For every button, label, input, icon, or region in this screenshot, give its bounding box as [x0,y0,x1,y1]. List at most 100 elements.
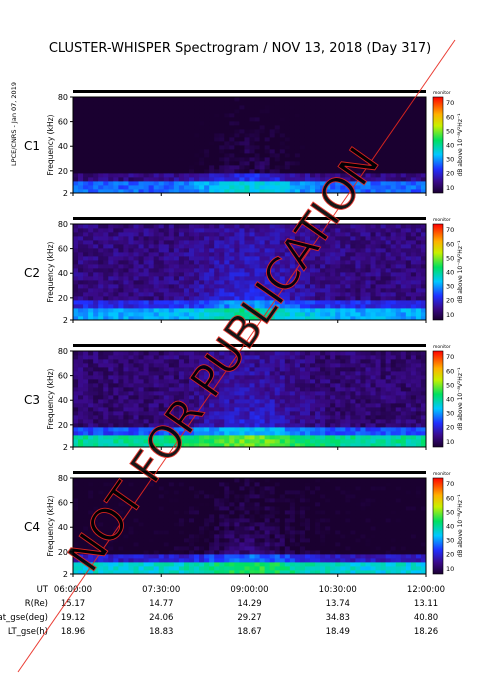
spectrogram-cell [420,268,427,273]
spectrogram-cell [304,272,311,277]
spectrogram-cell [269,109,276,114]
spectrogram-cell [289,276,296,281]
spectrogram-cell [103,387,109,392]
spectrogram-cell [118,359,124,364]
spectrogram-cell [123,149,129,154]
spectrogram-cell [244,276,250,281]
spectrogram-cell [143,137,150,142]
spectrogram-cell [214,264,220,269]
spectrogram-cell [93,419,99,424]
spectrogram-cell [330,117,336,122]
spectrogram-cell [335,411,341,416]
spectrogram-cell [294,264,301,269]
spectrogram-cell [108,244,114,249]
spectrogram-cell [178,181,185,186]
spectrogram-cell [214,272,220,277]
spectrogram-cell [158,153,165,158]
spectrogram-cell [345,117,351,122]
spectrogram-cell [148,101,155,106]
spectrogram-cell [380,399,387,404]
spectrogram-cell [400,109,407,114]
spectrogram-cell [178,312,185,317]
spectrogram-cell [108,431,114,436]
spectrogram-cell [325,181,331,186]
spectrogram-cell [274,399,281,404]
spectrogram-cell [249,113,255,118]
spectrogram-cell [219,411,225,416]
spectrogram-cell [209,161,215,166]
spectrogram-cell [78,97,84,102]
spectrogram-cell [284,248,291,253]
spectrogram-cell [163,375,170,380]
spectrogram-cell [310,304,316,309]
spectrogram-cell [224,173,230,178]
spectrogram-cell [385,355,392,360]
spectrogram-cell [274,435,281,440]
spectrogram-cell [173,351,180,356]
spectrogram-cell [128,141,134,146]
spectrogram-cell [269,113,276,118]
spectrogram-cell [350,145,356,150]
spectrogram-cell [254,355,260,360]
spectrogram-cell [118,355,124,360]
spectrogram-cell [254,161,260,166]
spectrogram-cell [259,240,266,245]
spectrogram-cell [385,173,392,178]
spectrogram-cell [204,137,210,142]
spectrogram-cell [113,228,119,233]
spectrogram-cell [405,224,412,229]
spectrogram-cell [375,423,382,428]
spectrogram-cell [289,129,296,134]
spectrogram-cell [310,260,316,265]
spectrogram-cell [158,312,165,317]
spectrogram-cell [194,355,200,360]
spectrogram-cell [345,363,351,368]
spectrogram-cell [128,316,134,321]
spectrogram-cell [259,133,266,138]
spectrogram-cell [88,165,94,170]
spectrogram-cell [239,161,245,166]
spectrogram-cell [400,141,407,146]
spectrogram-cell [163,427,170,432]
spectrogram-cell [249,256,255,261]
spectrogram-cell [209,240,215,245]
spectrogram-cell [229,224,235,229]
spectrogram-cell [259,304,266,309]
spectrogram-cell [365,97,371,102]
spectrogram-cell [199,232,205,237]
spectrogram-cell [194,224,200,229]
spectrogram-cell [249,399,255,404]
spectrogram-cell [229,236,235,241]
spectrogram-cell [415,157,422,162]
spectrogram-cell [360,157,366,162]
spectrogram-cell [199,316,205,321]
spectrogram-cell [183,407,190,412]
spectrogram-cell [209,117,215,122]
spectrogram-cell [345,173,351,178]
spectrogram-cell [405,185,412,190]
spectrogram-cell [123,189,129,194]
spectrogram-cell [274,129,281,134]
spectrogram-cell [229,431,235,436]
colorbar-scale [432,96,444,194]
spectrogram-cell [315,276,321,281]
spectrogram-cell [93,312,99,317]
spectrogram-cell [188,399,195,404]
spectrogram-cell [113,161,119,166]
spectrogram-cell [118,367,124,372]
spectrogram-cell [163,399,170,404]
spectrogram-cell [128,292,134,297]
spectrogram-cell [320,371,326,376]
spectrogram-cell [188,443,195,448]
spectrogram-cell [274,367,281,372]
spectrogram-cell [375,232,382,237]
spectrogram-cell [370,224,376,229]
spectrogram-cell [98,308,104,313]
spectrogram-cell [229,169,235,174]
spectrogram-cell [224,189,230,194]
spectrogram-cell [350,272,356,277]
spectrogram-cell [113,252,119,257]
spectrogram-cell [103,415,109,420]
spectrogram-cell [325,248,331,253]
spectrogram-cell [168,312,175,317]
